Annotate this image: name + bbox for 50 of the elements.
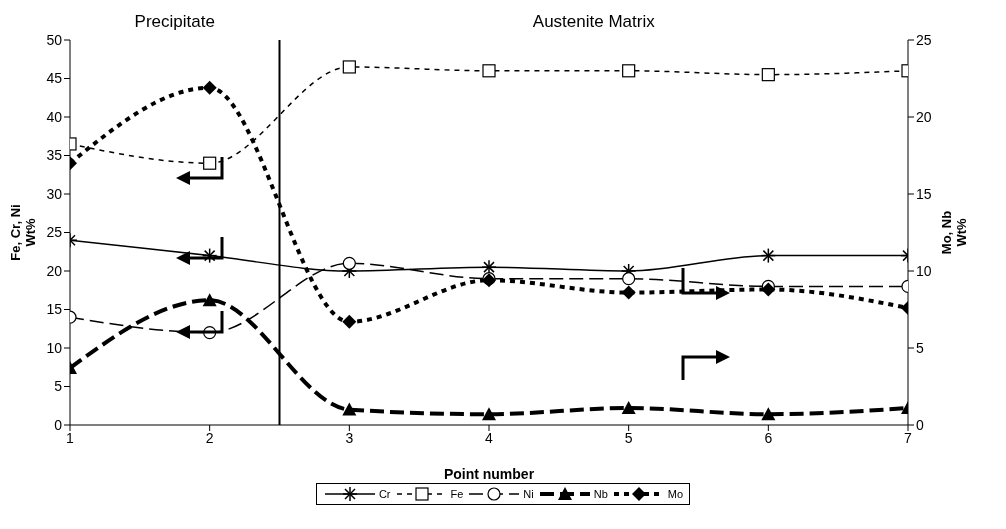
point bbox=[202, 293, 217, 307]
y-tick-label: 40 bbox=[46, 108, 63, 125]
point bbox=[761, 282, 776, 297]
point bbox=[621, 401, 636, 415]
x-tick-label: 3 bbox=[345, 429, 354, 446]
y-tick-label: 20 bbox=[46, 262, 63, 279]
point bbox=[342, 314, 357, 329]
point bbox=[761, 407, 776, 421]
point bbox=[622, 272, 636, 286]
y-tick-label: 0 bbox=[54, 416, 63, 433]
point bbox=[203, 156, 217, 170]
point bbox=[482, 64, 496, 78]
y-tick-label: 5 bbox=[54, 378, 63, 395]
x-tick-label: 5 bbox=[624, 429, 633, 446]
y2-tick-label: 0 bbox=[916, 416, 924, 433]
y-tick-label: 25 bbox=[46, 224, 63, 241]
y2-tick-label: 10 bbox=[916, 262, 932, 279]
legend-label: Mo bbox=[667, 488, 684, 500]
point bbox=[621, 285, 636, 300]
y2-tick-label: 20 bbox=[916, 108, 932, 125]
point bbox=[622, 64, 636, 78]
legend-label: Nb bbox=[593, 488, 608, 500]
legend-label: Cr bbox=[378, 488, 391, 500]
legend-label: Ni bbox=[523, 488, 534, 500]
y-tick-label: 35 bbox=[46, 147, 63, 164]
x-axis-title: Point number bbox=[443, 466, 535, 482]
y2-tick-label: 5 bbox=[916, 339, 924, 356]
y-tick-label: 50 bbox=[46, 31, 63, 48]
y2-tick-label: 25 bbox=[916, 31, 932, 48]
y-tick-label: 30 bbox=[46, 185, 63, 202]
point bbox=[482, 407, 496, 421]
x-tick-label: 2 bbox=[205, 429, 214, 446]
y-tick-label: 15 bbox=[46, 301, 63, 318]
point bbox=[761, 68, 775, 82]
x-tick-label: 1 bbox=[66, 429, 75, 446]
x-tick-label: 4 bbox=[485, 429, 494, 446]
y2-axis-title: Mo, Nb Wt% bbox=[938, 210, 969, 255]
y2-tick-label: 15 bbox=[916, 185, 932, 202]
x-tick-label: 6 bbox=[764, 429, 773, 446]
y-tick-label: 45 bbox=[46, 70, 63, 87]
text: Precipitate bbox=[134, 12, 215, 32]
point bbox=[342, 256, 356, 270]
y-axis-title: Fe, Cr, Ni Wt% bbox=[7, 204, 38, 261]
text: Austenite Matrix bbox=[532, 12, 655, 32]
legend-label: Fe bbox=[450, 488, 464, 500]
point bbox=[342, 60, 356, 74]
x-tick-label: 7 bbox=[904, 429, 913, 446]
point bbox=[342, 402, 357, 416]
y-tick-label: 10 bbox=[46, 339, 63, 356]
point bbox=[202, 80, 217, 95]
